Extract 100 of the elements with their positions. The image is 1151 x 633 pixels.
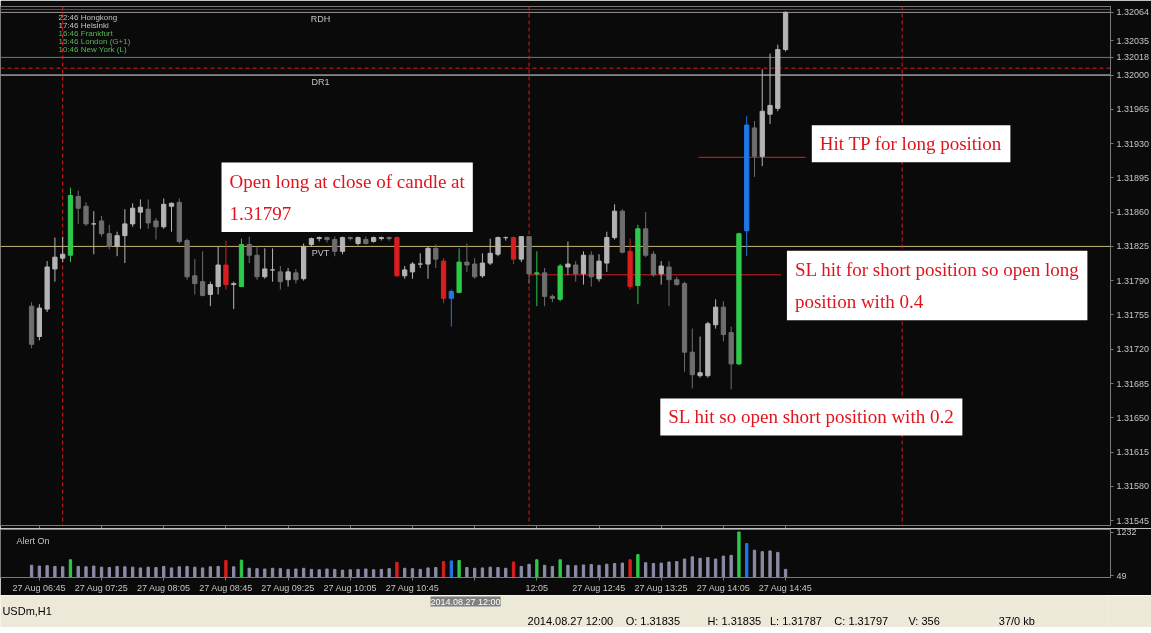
bar [690,556,694,578]
ref-line-label: RDH [310,14,331,25]
text: 37/0 kb [998,614,1035,627]
bar [255,568,259,578]
text: V: 356 [908,614,940,627]
text: L: 1.31787 [769,614,822,627]
y-tick-label: 1.31930 [1116,138,1150,149]
candlestick [518,236,524,263]
bar [239,559,244,578]
bar [682,558,687,578]
candlestick [215,245,221,295]
bar [465,567,469,578]
y-tick-label: 1.31825 [1116,241,1150,252]
candlestick [666,260,672,307]
candlestick [98,215,105,238]
text: C: 1.31797 [834,614,889,627]
ref-line-label: PVT [311,248,330,259]
bar [115,565,119,578]
annotation: 15:46 London (G+1) [58,37,131,46]
text: H: 1.31835 [707,614,762,627]
y-tick-label: 1.31650 [1116,412,1150,423]
bar [504,567,508,578]
candlestick [145,198,151,230]
bar [263,568,267,578]
bar [768,550,772,578]
bar [558,559,562,578]
bar [185,565,189,578]
annotation: 16:46 Frankfurt [58,29,114,38]
x-tick-label: 27 Aug 08:05 [136,582,191,593]
x-tick-label: 27 Aug 10:45 [385,582,439,593]
text: O: 1.31835 [625,614,681,627]
annotation: 10:46 New York (L) [58,45,127,54]
bar [208,566,213,578]
candlestick [137,198,144,230]
bar [597,564,601,578]
bar [162,565,166,578]
y-tick-label: 1.31685 [1116,378,1150,389]
bar [636,554,640,578]
bar [216,565,220,578]
annotation: 22:46 Hongkong [58,13,118,22]
annotation: Alert On [16,535,50,546]
bar [193,566,197,578]
candlestick [580,250,587,286]
x-tick-label: 27 Aug 06:45 [12,582,66,593]
annotation: SL hit for short position so open long position with 0.4 [794,258,1080,313]
candlestick [192,258,198,295]
bar [356,568,360,578]
candlestick [658,260,664,286]
candlestick [285,267,291,288]
bar [776,551,780,578]
bar [45,565,49,578]
bar [247,567,251,578]
bar [605,563,609,578]
candlestick [223,240,229,290]
candlestick [712,298,719,330]
bar [403,567,407,578]
x-tick-label: 12:05 [525,582,549,593]
bar [61,566,65,578]
annotation: Open long at close of candle at 1.31797 [229,170,466,225]
y-tick-label: 49 [1116,570,1127,581]
bar [333,568,337,578]
candlestick [697,336,703,379]
annotation: 17:46 Helsinki [58,21,109,30]
candlestick [293,268,299,285]
bar [667,561,671,578]
candlestick [75,190,81,225]
candlestick [130,202,136,228]
annotation: Hit TP for long position [819,133,1002,155]
bar [286,568,290,578]
x-tick-label: 27 Aug 14:45 [758,582,812,593]
bar [410,568,415,578]
candlestick [332,236,338,257]
bar [364,568,368,578]
y-tick-label: 1.31860 [1116,207,1150,218]
y-tick-label: 1.31965 [1116,104,1150,115]
bar [53,565,57,578]
y-tick-label: 1.32018 [1116,52,1150,63]
bar [480,567,485,578]
bar [745,543,749,578]
x-tick-label: 27 Aug 10:05 [323,582,377,593]
bar [76,565,80,578]
bar [511,561,516,578]
candlestick [199,250,206,297]
candlestick [510,236,517,265]
bar [84,566,88,578]
y-tick-label: 1.32000 [1116,70,1150,81]
bar [426,567,430,578]
candlestick [168,201,175,233]
bar [224,560,228,578]
bar [721,555,726,578]
bar [177,566,181,578]
bar [294,568,298,578]
bar [581,564,586,578]
x-tick-label: 27 Aug 08:45 [199,582,253,593]
bar [760,551,764,578]
text: USDm,H1 [2,604,52,617]
candlestick [472,257,478,280]
bar [737,531,741,578]
candlestick [52,237,58,283]
y-tick-label: 1.31790 [1116,275,1150,286]
